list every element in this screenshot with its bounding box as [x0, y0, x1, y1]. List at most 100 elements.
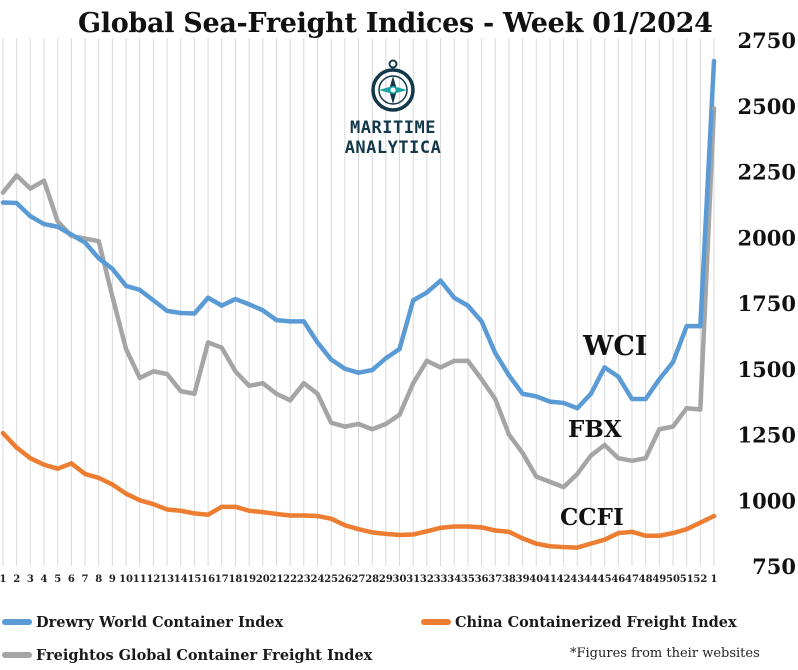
data-point-fbx: [657, 427, 662, 432]
data-point-fbx: [452, 358, 457, 364]
x-tick-label: 49: [652, 574, 666, 585]
data-point-fbx: [28, 186, 33, 191]
x-tick-label: 35: [461, 574, 475, 585]
data-point-wci: [643, 396, 648, 402]
data-point-wci: [287, 319, 293, 324]
x-tick-label: 39: [516, 574, 530, 585]
data-point-fbx: [205, 340, 211, 345]
x-tick-label: 51: [680, 574, 694, 585]
x-tick-label: 17: [215, 574, 229, 585]
annotation-fbx: FBX: [568, 416, 622, 443]
data-point-ccfi: [465, 524, 471, 529]
data-point-fbx: [698, 407, 703, 412]
data-point-fbx: [123, 346, 129, 352]
data-point-ccfi: [452, 524, 457, 529]
data-point-ccfi: [438, 525, 443, 531]
data-point-wci: [41, 221, 47, 227]
legend-label-wci: Drewry World Container Index: [36, 613, 284, 631]
data-point-wci: [657, 377, 662, 382]
annotations: WCI FBX CCFI: [560, 331, 647, 531]
legend-item-fbx: Freightos Global Container Freight Index: [2, 644, 372, 666]
data-point-ccfi: [28, 455, 33, 461]
data-point-ccfi: [602, 537, 607, 542]
y-tick-label: 1750: [738, 291, 796, 316]
x-tick-label: 48: [639, 574, 653, 585]
data-point-fbx: [96, 238, 101, 244]
data-point-fbx: [369, 427, 375, 432]
x-tick-label: 18: [228, 574, 242, 585]
data-point-fbx: [301, 381, 307, 386]
data-point-ccfi: [287, 513, 293, 518]
data-point-fbx: [711, 106, 717, 111]
data-point-ccfi: [137, 498, 142, 503]
x-axis: 1 2 3 4 5 6 7 8 9 10 11 12 13 14 15 16 17 18 19 20 21 22 23 24 2…: [0, 574, 717, 585]
x-tick-label: 26: [338, 574, 352, 585]
data-point-ccfi: [301, 513, 307, 518]
x-tick-label: 15: [187, 574, 201, 585]
data-point-fbx: [219, 345, 224, 350]
data-point-ccfi: [14, 445, 19, 450]
data-point-wci: [178, 310, 183, 316]
series-points: [0, 58, 717, 550]
data-point-wci: [205, 295, 211, 300]
data-point-wci: [424, 290, 430, 295]
footnote: *Figures from their websites: [570, 646, 760, 661]
x-tick-label: 42: [557, 574, 571, 585]
data-point-ccfi: [588, 541, 594, 546]
data-point-fbx: [438, 365, 443, 370]
data-point-fbx: [479, 377, 484, 382]
data-point-fbx: [602, 442, 607, 448]
legend-label-ccfi: China Containerized Freight Index: [455, 613, 737, 631]
data-point-wci: [438, 278, 443, 283]
x-tick-label: 2: [13, 574, 20, 585]
data-point-wci: [219, 303, 224, 308]
data-point-fbx: [410, 381, 416, 386]
data-point-wci: [28, 214, 33, 219]
data-point-ccfi: [178, 508, 183, 513]
data-point-wci: [246, 302, 252, 307]
y-tick-label: 2500: [738, 94, 796, 119]
x-tick-label: 16: [201, 574, 215, 585]
x-tick-label: 9: [109, 574, 116, 585]
data-point-ccfi: [369, 530, 375, 535]
legend-item-wci: Drewry World Container Index: [2, 611, 283, 633]
data-point-fbx: [287, 398, 293, 403]
data-point-fbx: [616, 455, 621, 461]
data-point-ccfi: [670, 530, 676, 536]
x-tick-label: 30: [393, 574, 407, 585]
data-point-fbx: [575, 471, 580, 477]
data-point-fbx: [588, 453, 594, 458]
data-point-ccfi: [110, 482, 115, 487]
data-point-fbx: [178, 388, 183, 394]
x-tick-label: 40: [529, 574, 543, 585]
data-point-wci: [301, 319, 307, 324]
data-point-wci: [410, 298, 416, 303]
data-point-wci: [342, 366, 348, 371]
x-tick-label: 3: [27, 574, 34, 585]
y-tick-label: 2750: [738, 28, 796, 53]
x-tick-label: 47: [625, 574, 639, 585]
data-point-ccfi: [479, 525, 484, 530]
x-tick-label: 6: [68, 574, 75, 585]
data-point-wci: [711, 58, 717, 64]
y-tick-label: 1000: [738, 488, 796, 513]
data-point-fbx: [684, 406, 689, 411]
data-point-ccfi: [233, 504, 238, 510]
data-point-wci: [137, 287, 142, 293]
logo-line-1: MARITIME: [350, 118, 436, 138]
data-point-ccfi: [547, 544, 553, 549]
data-point-fbx: [41, 178, 47, 183]
data-point-wci: [69, 232, 74, 237]
data-point-ccfi: [534, 541, 539, 546]
data-point-fbx: [315, 391, 320, 396]
data-point-wci: [452, 295, 457, 300]
data-point-wci: [123, 283, 129, 289]
data-point-wci: [110, 266, 115, 272]
data-point-ccfi: [205, 512, 211, 517]
data-point-fbx: [233, 369, 238, 374]
data-point-ccfi: [424, 529, 430, 534]
data-point-ccfi: [96, 475, 101, 481]
data-point-fbx: [328, 420, 334, 425]
data-point-ccfi: [561, 544, 566, 550]
x-tick-label: 52: [693, 574, 707, 585]
